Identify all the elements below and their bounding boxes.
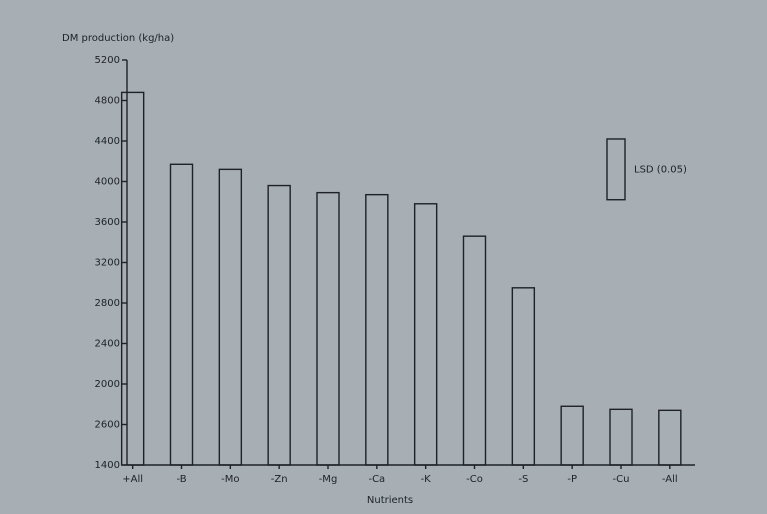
x-tick-label: -Mg: [319, 474, 338, 485]
y-tick-label: 3600: [95, 217, 120, 228]
y-tick-label: 2800: [95, 298, 120, 309]
x-tick-label: -Ca: [368, 474, 385, 485]
y-tick-label: 4400: [95, 136, 120, 147]
bar: [462, 235, 487, 466]
bar: [267, 184, 291, 466]
bar: [609, 408, 633, 466]
x-tick-label: -Cu: [613, 474, 630, 485]
x-tick-label: +All: [122, 474, 143, 485]
y-tick-label: 4000: [95, 177, 120, 188]
lsd-bar: [606, 138, 626, 201]
bar: [169, 163, 194, 466]
x-tick-label: -B: [176, 474, 186, 485]
y-tick-label: 5200: [95, 55, 120, 66]
x-tick-label: -S: [518, 474, 528, 485]
y-tick-label: 4800: [95, 96, 120, 107]
y-tick-label: 2000: [95, 379, 120, 390]
bar: [218, 168, 243, 466]
bar: [120, 91, 145, 466]
bar: [365, 193, 389, 466]
bar: [658, 409, 682, 466]
y-tick-label: 2600: [95, 420, 120, 431]
x-axis-label: Nutrients: [367, 495, 413, 506]
x-tick-label: -Co: [466, 474, 483, 485]
x-tick-label: -K: [421, 474, 432, 485]
x-tick-label: -All: [662, 474, 678, 485]
y-tick-label: 3200: [95, 258, 120, 269]
lsd-label: LSD (0.05): [634, 164, 687, 175]
y-tick-label: 1400: [95, 460, 120, 471]
bar: [511, 287, 536, 466]
y-axis-label: DM production (kg/ha): [62, 33, 174, 44]
x-tick-label: -P: [567, 474, 577, 485]
bar: [316, 191, 340, 466]
y-tick-label: 2400: [95, 339, 120, 350]
x-tick-label: -Zn: [271, 474, 288, 485]
bar: [413, 203, 438, 466]
bar: [560, 405, 584, 466]
x-tick-label: -Mo: [221, 474, 239, 485]
